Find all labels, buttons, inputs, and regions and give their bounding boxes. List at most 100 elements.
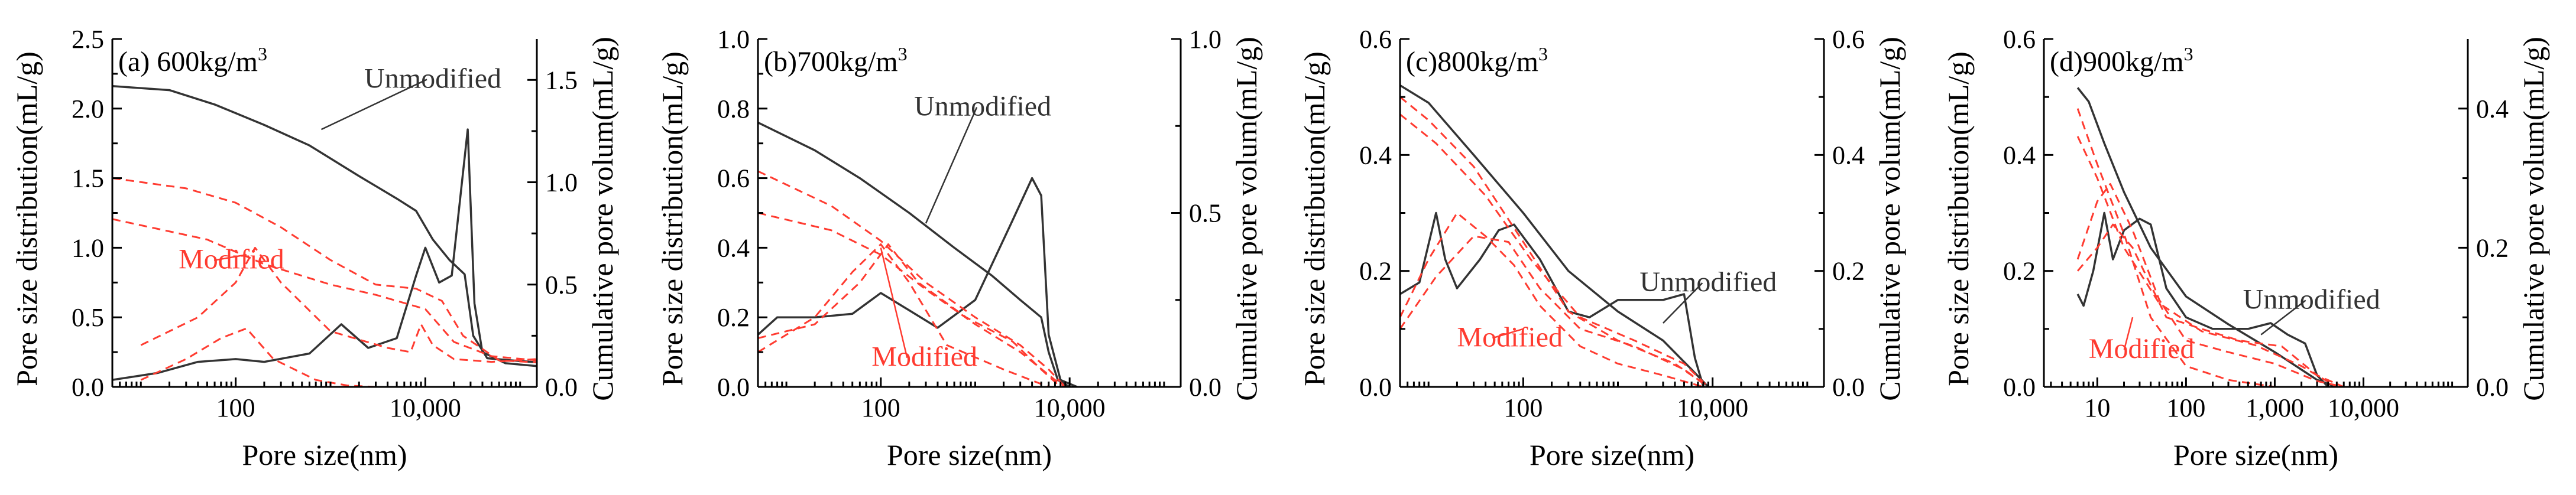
chart-panel-3: 100 10,000 0.0 0.2 0.4 0.6 0.0 0.2 0.4 0.6 Pore si… bbox=[1298, 25, 1906, 471]
right-y-axis-title: Cumulative pore volum(mL/g) bbox=[1230, 37, 1263, 401]
annotation-leader-modified bbox=[2123, 317, 2134, 350]
x-tick-label: 10 bbox=[2084, 393, 2110, 422]
annotation-leader-unmodified bbox=[1663, 282, 1703, 324]
series-line-modified-6 bbox=[1400, 113, 1709, 387]
left-y-axis-title: Pore size distribution(mL/g) bbox=[10, 51, 43, 386]
series-line-modified-3 bbox=[1400, 212, 1704, 387]
panel-label-superscript: 3 bbox=[258, 43, 267, 64]
x-tick-label: 100 bbox=[2166, 393, 2205, 422]
right-y-tick-label: 0.0 bbox=[2476, 373, 2509, 402]
left-y-tick-label: 2.0 bbox=[72, 95, 104, 123]
series-line-unmodified-1 bbox=[1400, 211, 1705, 387]
x-tick-label: 100 bbox=[861, 393, 900, 422]
x-axis-title: Pore size(nm) bbox=[2173, 438, 2338, 471]
panel-label: (b)700kg/m3 bbox=[764, 43, 908, 77]
right-y-tick-label: 0.4 bbox=[2476, 95, 2509, 123]
annotation-unmodified: Unmodified bbox=[364, 63, 501, 94]
x-axis-title: Pore size(nm) bbox=[887, 438, 1052, 471]
left-y-tick-label: 0.0 bbox=[2003, 373, 2036, 402]
panel-label-text: (a) 600kg/m bbox=[118, 46, 258, 77]
x-tick-label: 100 bbox=[1504, 393, 1543, 422]
right-y-tick-label: 1.0 bbox=[545, 168, 578, 197]
right-y-tick-label: 0.5 bbox=[1189, 199, 1221, 228]
left-y-tick-label: 1.0 bbox=[72, 233, 104, 262]
annotation-modified: Modified bbox=[2089, 333, 2195, 364]
chart-panel-4: 10 100 1,000 10,000 0.0 0.2 0.4 0.6 0.0 0.2 0.4 Por… bbox=[1942, 25, 2550, 471]
series-line-modified-5 bbox=[112, 177, 537, 363]
panel-label-text: (b)700kg/m bbox=[764, 46, 898, 77]
series-line-unmodified-2 bbox=[2076, 87, 2337, 387]
annotation-leader-modified bbox=[1492, 328, 1524, 339]
series-line-modified-5 bbox=[2076, 108, 2275, 387]
annotation-leader-unmodified bbox=[925, 107, 978, 224]
x-tick-label: 10,000 bbox=[1034, 393, 1106, 422]
annotation-unmodified: Unmodified bbox=[2243, 284, 2380, 315]
series-line-modified-5 bbox=[758, 170, 1066, 387]
right-y-tick-label: 0.0 bbox=[1189, 373, 1221, 402]
right-y-tick-label: 0.2 bbox=[2476, 233, 2509, 262]
left-y-axis-title: Pore size distribution(mL/g) bbox=[656, 51, 689, 386]
left-y-tick-label: 0.0 bbox=[717, 373, 750, 402]
series-line-unmodified-2 bbox=[758, 121, 1071, 387]
right-y-axis-title: Cumulative pore volum(mL/g) bbox=[1873, 37, 1906, 401]
right-y-tick-label: 0.4 bbox=[1832, 141, 1865, 170]
left-y-tick-label: 0.5 bbox=[72, 303, 104, 332]
panel-label: (a) 600kg/m3 bbox=[118, 43, 267, 77]
panel-label-superscript: 3 bbox=[1538, 43, 1548, 64]
panel-label-text: (d)900kg/m bbox=[2050, 46, 2184, 77]
right-y-tick-label: 0.0 bbox=[545, 373, 578, 402]
left-y-tick-label: 0.0 bbox=[72, 373, 104, 402]
left-y-tick-label: 0.2 bbox=[717, 303, 750, 332]
annotation-modified: Modified bbox=[871, 341, 977, 373]
series-line-modified-4 bbox=[140, 246, 537, 363]
panel-label-text: (c)800kg/m bbox=[1406, 46, 1538, 77]
panel-label: (c)800kg/m3 bbox=[1406, 43, 1548, 77]
annotation-leader-unmodified bbox=[2260, 299, 2306, 336]
annotation-unmodified: Unmodified bbox=[914, 91, 1051, 122]
series-line-modified-6 bbox=[758, 212, 1066, 387]
left-y-tick-label: 0.6 bbox=[2003, 25, 2036, 54]
panel-label: (d)900kg/m3 bbox=[2050, 43, 2193, 77]
left-y-tick-label: 1.0 bbox=[717, 25, 750, 54]
right-y-tick-label: 1.0 bbox=[1189, 25, 1221, 54]
annotation-modified: Modified bbox=[179, 244, 284, 275]
annotation-unmodified: Unmodified bbox=[1639, 266, 1777, 298]
left-y-tick-label: 0.6 bbox=[1359, 25, 1392, 54]
right-y-tick-label: 0.6 bbox=[1832, 25, 1865, 54]
series-line-modified-6 bbox=[112, 218, 537, 362]
left-y-tick-label: 0.4 bbox=[2003, 141, 2036, 170]
x-tick-label: 10,000 bbox=[1677, 393, 1748, 422]
series-line-modified-4 bbox=[2076, 223, 2344, 387]
left-y-tick-label: 0.0 bbox=[1359, 373, 1392, 402]
panel-label-superscript: 3 bbox=[2184, 43, 2193, 64]
left-y-tick-label: 0.2 bbox=[2003, 257, 2036, 286]
x-axis-title: Pore size(nm) bbox=[242, 438, 407, 471]
panel-label-superscript: 3 bbox=[898, 43, 908, 64]
series-line-unmodified-2 bbox=[112, 84, 537, 364]
right-y-axis-title: Cumulative pore volum(mL/g) bbox=[2517, 37, 2550, 401]
series-line-modified-4 bbox=[1400, 235, 1709, 387]
left-y-tick-label: 0.8 bbox=[717, 95, 750, 123]
x-tick-label: 10,000 bbox=[2328, 393, 2399, 422]
left-y-tick-label: 1.5 bbox=[72, 164, 104, 193]
left-y-tick-label: 2.5 bbox=[72, 25, 104, 54]
series-line-unmodified-1 bbox=[758, 177, 1078, 387]
x-tick-label: 1,000 bbox=[2246, 393, 2304, 422]
left-y-tick-label: 0.6 bbox=[717, 164, 750, 193]
chart-panel-2: 100 10,000 0.0 0.2 0.4 0.6 0.8 1.0 0.0 0.5 1.0 Pore… bbox=[656, 25, 1263, 471]
annotation-leader-modified bbox=[880, 248, 908, 358]
left-y-tick-label: 0.4 bbox=[1359, 141, 1392, 170]
right-y-tick-label: 0.0 bbox=[1832, 373, 1865, 402]
series-line-unmodified-1 bbox=[112, 128, 537, 381]
series-line-unmodified-2 bbox=[1400, 84, 1709, 387]
series-line-unmodified-1 bbox=[2076, 211, 2329, 387]
right-y-axis-title: Cumulative pore volum(mL/g) bbox=[586, 37, 619, 401]
x-tick-label: 10,000 bbox=[390, 393, 461, 422]
left-y-tick-label: 0.4 bbox=[717, 233, 750, 262]
chart-panel-1: 100 10,000 0.0 0.5 1.0 1.5 2.0 2.5 0.0 0.5 1.0 1.5 P… bbox=[10, 25, 619, 471]
annotation-modified: Modified bbox=[1457, 321, 1563, 353]
right-y-tick-label: 1.5 bbox=[545, 66, 578, 95]
x-axis-title: Pore size(nm) bbox=[1530, 438, 1694, 471]
x-tick-label: 100 bbox=[216, 393, 255, 422]
